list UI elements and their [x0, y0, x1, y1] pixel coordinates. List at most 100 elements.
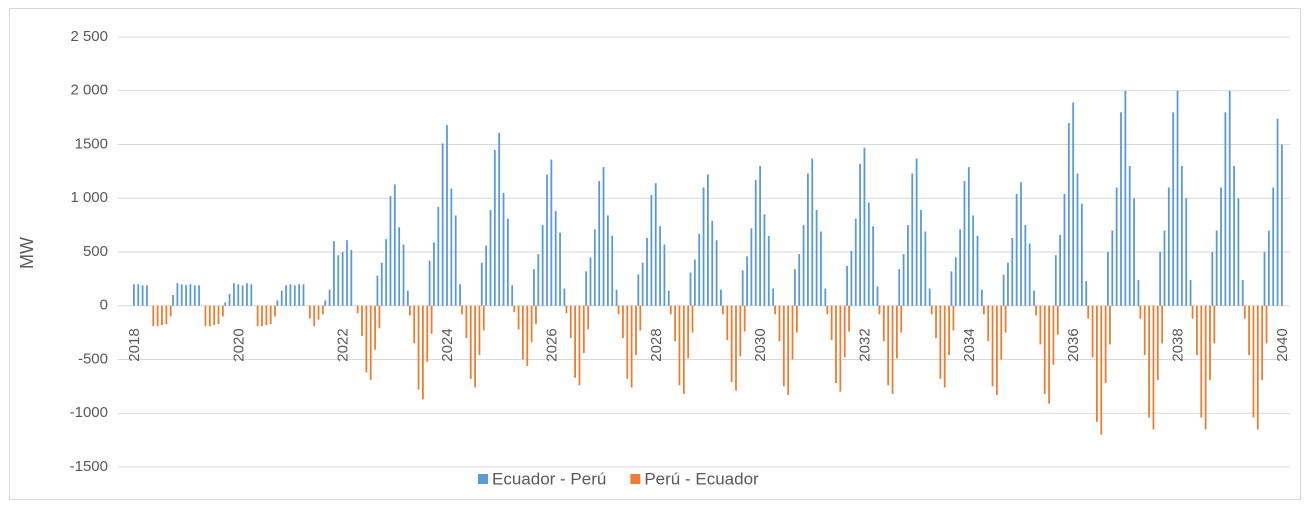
bar: [669, 305, 672, 315]
bar: [1281, 144, 1283, 306]
bar: [489, 210, 492, 306]
bar: [341, 252, 344, 306]
bar: [389, 196, 392, 306]
bar: [1024, 225, 1027, 306]
bar: [189, 284, 192, 306]
bar: [1233, 166, 1235, 306]
bar: [1204, 305, 1207, 430]
bar: [408, 305, 411, 316]
bar: [1213, 305, 1216, 344]
bar: [265, 305, 268, 326]
bar: [1152, 305, 1155, 430]
bar: [943, 305, 946, 388]
bar: [241, 285, 244, 306]
bar: [622, 305, 624, 338]
bar: [920, 210, 922, 306]
bar: [535, 305, 537, 325]
bar: [867, 202, 870, 306]
bar: [361, 305, 363, 336]
bar: [641, 262, 644, 306]
bar: [213, 305, 216, 326]
y-tick-label: -1000: [70, 404, 108, 421]
bar: [1265, 305, 1268, 344]
bar: [915, 158, 918, 306]
bar: [848, 305, 850, 332]
bar: [815, 210, 818, 306]
bar: [1256, 305, 1259, 430]
bar: [835, 305, 837, 384]
bar: [485, 245, 488, 306]
bar: [891, 305, 894, 394]
bar: [872, 226, 875, 306]
bar: [141, 285, 144, 306]
bar: [324, 300, 327, 306]
bar: [1163, 230, 1166, 306]
bar: [502, 192, 505, 306]
bar: [1115, 187, 1118, 306]
bar: [433, 242, 435, 306]
bar: [1076, 173, 1079, 306]
bar: [948, 305, 950, 356]
x-tick-label: 2040: [1274, 328, 1291, 361]
bar: [824, 288, 827, 306]
bar: [1109, 305, 1111, 345]
bar: [1085, 281, 1088, 306]
bar: [1056, 305, 1059, 335]
bar: [1215, 230, 1218, 306]
bar: [1209, 305, 1211, 380]
bar: [156, 305, 159, 327]
bar: [1189, 279, 1192, 306]
bar: [754, 179, 757, 306]
bar: [161, 305, 163, 326]
bar: [474, 305, 476, 388]
bar: [176, 283, 179, 306]
y-tick-label: 2 500: [70, 28, 108, 45]
bar: [774, 305, 777, 315]
bar: [1159, 252, 1162, 306]
bar: [385, 239, 388, 306]
bar: [333, 241, 335, 306]
bar: [1185, 198, 1188, 306]
bar: [1248, 305, 1251, 356]
bar: [626, 305, 629, 379]
bar: [1161, 305, 1164, 344]
bar: [376, 275, 379, 306]
bar: [430, 305, 433, 334]
bar: [702, 187, 705, 306]
bar: [1137, 279, 1140, 306]
bar: [778, 305, 781, 342]
x-tick-label: 2032: [857, 328, 874, 361]
bar: [639, 305, 642, 331]
bar: [791, 305, 794, 360]
bar: [478, 305, 481, 356]
bar: [578, 305, 581, 386]
bar: [246, 283, 248, 306]
y-tick-label: 1500: [75, 135, 108, 152]
bar: [787, 305, 790, 395]
bar: [959, 229, 962, 306]
bar: [511, 285, 514, 306]
bar: [602, 167, 605, 306]
bar: [1272, 187, 1275, 306]
bar: [935, 305, 937, 338]
bar: [563, 288, 566, 306]
bar: [506, 218, 509, 306]
bar: [687, 305, 690, 359]
bar: [321, 305, 324, 315]
bar: [533, 269, 535, 306]
legend-label: Perú - Ecuador: [644, 469, 759, 488]
bar: [1048, 305, 1050, 404]
bar: [228, 293, 231, 306]
bar: [1220, 187, 1222, 306]
bar: [1015, 193, 1018, 306]
x-tick-label: 2024: [439, 328, 456, 361]
bar: [1011, 238, 1014, 306]
bar: [589, 257, 592, 306]
bar: [693, 259, 696, 306]
bar: [1228, 90, 1231, 306]
bar: [826, 305, 829, 315]
x-tick-label: 2036: [1065, 328, 1082, 361]
bar: [193, 285, 196, 306]
bar: [221, 305, 224, 317]
bar: [204, 305, 207, 327]
